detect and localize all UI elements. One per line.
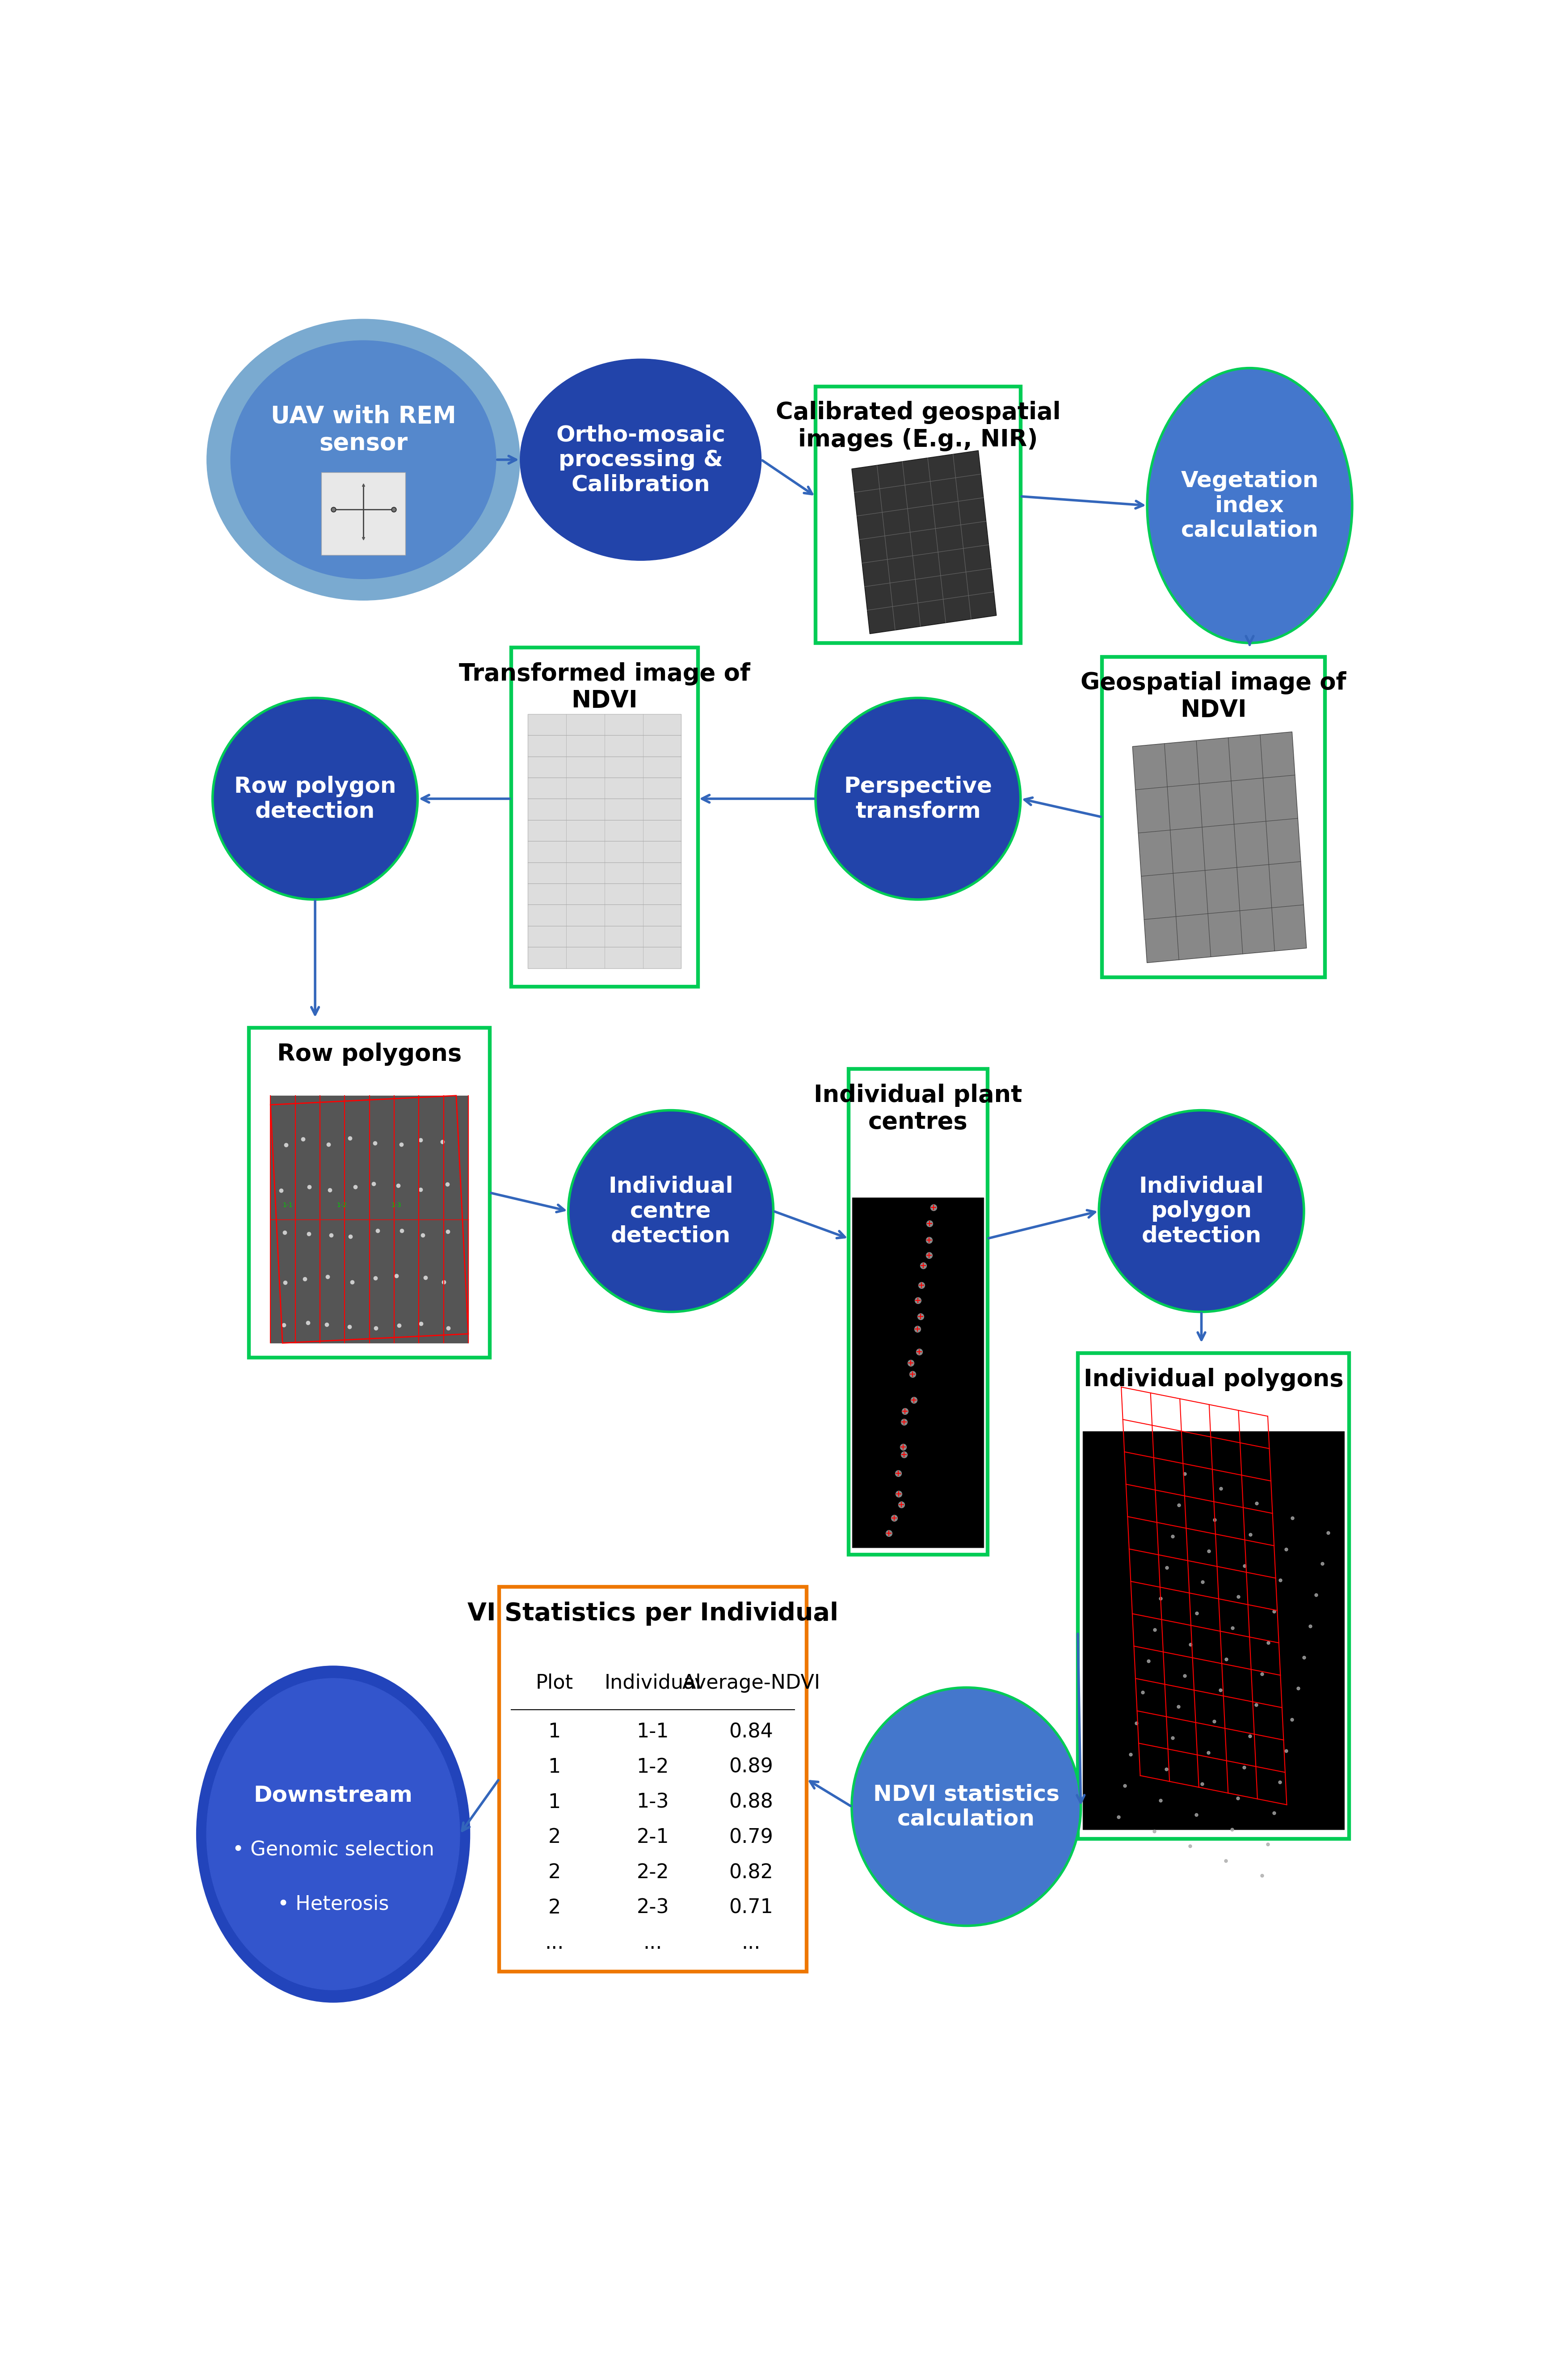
Text: Individual
centre
detection: Individual centre detection (608, 1176, 733, 1247)
Text: • Genomic selection: • Genomic selection (232, 1840, 434, 1859)
Text: 1-3: 1-3 (636, 1792, 669, 1811)
FancyBboxPatch shape (321, 474, 406, 555)
FancyBboxPatch shape (271, 1095, 468, 1342)
Text: ...: ... (545, 1933, 563, 1952)
Text: 1-3: 1-3 (391, 1202, 401, 1209)
FancyBboxPatch shape (1083, 1430, 1344, 1830)
Text: 0.89: 0.89 (730, 1756, 773, 1778)
Ellipse shape (851, 1687, 1081, 1925)
Text: UAV with REM
sensor: UAV with REM sensor (271, 405, 456, 455)
FancyBboxPatch shape (815, 386, 1021, 643)
Text: 0.88: 0.88 (730, 1792, 773, 1811)
FancyBboxPatch shape (848, 1069, 988, 1554)
FancyBboxPatch shape (499, 1587, 806, 1971)
Text: 2: 2 (548, 1828, 560, 1847)
Text: Average-NDVI: Average-NDVI (682, 1673, 820, 1692)
Ellipse shape (1147, 369, 1352, 643)
FancyBboxPatch shape (527, 714, 682, 969)
Ellipse shape (568, 1109, 773, 1311)
Text: Individual
polygon
detection: Individual polygon detection (1139, 1176, 1263, 1247)
Text: 2: 2 (548, 1899, 560, 1918)
Text: 1: 1 (548, 1792, 560, 1811)
Ellipse shape (520, 359, 761, 559)
FancyBboxPatch shape (853, 1197, 983, 1547)
Text: NDVI statistics
calculation: NDVI statistics calculation (873, 1783, 1060, 1830)
Text: 1-2: 1-2 (336, 1202, 347, 1209)
Ellipse shape (1099, 1109, 1304, 1311)
Text: 1-2: 1-2 (636, 1756, 669, 1778)
Text: 2-3: 2-3 (636, 1899, 669, 1918)
Text: 2-1: 2-1 (636, 1828, 669, 1847)
FancyBboxPatch shape (510, 647, 699, 988)
Ellipse shape (230, 340, 496, 578)
Text: Individual polygons: Individual polygons (1083, 1368, 1343, 1390)
Polygon shape (1133, 731, 1307, 964)
Text: Row polygons: Row polygons (277, 1042, 462, 1066)
Text: ...: ... (643, 1933, 663, 1952)
Text: Downstream: Downstream (254, 1785, 412, 1806)
Text: 1: 1 (548, 1723, 560, 1742)
Text: Ortho-mosaic
processing &
Calibration: Ortho-mosaic processing & Calibration (555, 424, 725, 495)
FancyBboxPatch shape (249, 1028, 490, 1357)
Text: 2-2: 2-2 (636, 1864, 669, 1883)
Text: Plot: Plot (535, 1673, 573, 1692)
Text: Geospatial image of
NDVI: Geospatial image of NDVI (1081, 671, 1346, 721)
Ellipse shape (207, 1678, 461, 1990)
Polygon shape (851, 450, 996, 633)
Text: Row polygon
detection: Row polygon detection (233, 776, 397, 821)
Text: 1-1: 1-1 (283, 1202, 293, 1209)
Text: Perspective
transform: Perspective transform (843, 776, 993, 821)
FancyBboxPatch shape (1078, 1354, 1349, 1840)
Ellipse shape (213, 697, 417, 900)
Text: 0.79: 0.79 (730, 1828, 773, 1847)
Text: Calibrated geospatial
images (E.g., NIR): Calibrated geospatial images (E.g., NIR) (775, 402, 1061, 452)
Text: VI Statistics per Individual: VI Statistics per Individual (467, 1602, 839, 1626)
Ellipse shape (815, 697, 1021, 900)
Text: ...: ... (742, 1933, 761, 1952)
Text: 0.82: 0.82 (730, 1864, 773, 1883)
Text: 2: 2 (548, 1864, 560, 1883)
Text: 0.84: 0.84 (730, 1723, 773, 1742)
Text: Individual plant
centres: Individual plant centres (814, 1083, 1022, 1133)
Text: 0.71: 0.71 (730, 1899, 773, 1918)
Text: 1-1: 1-1 (636, 1723, 669, 1742)
Text: Vegetation
index
calculation: Vegetation index calculation (1181, 469, 1318, 540)
FancyBboxPatch shape (1102, 657, 1326, 978)
Text: 1: 1 (548, 1756, 560, 1778)
Ellipse shape (196, 1666, 470, 2002)
Text: Transformed image of
NDVI: Transformed image of NDVI (459, 662, 750, 712)
Text: • Heterosis: • Heterosis (277, 1894, 389, 1914)
Text: Individual: Individual (604, 1673, 702, 1692)
Ellipse shape (207, 319, 520, 600)
